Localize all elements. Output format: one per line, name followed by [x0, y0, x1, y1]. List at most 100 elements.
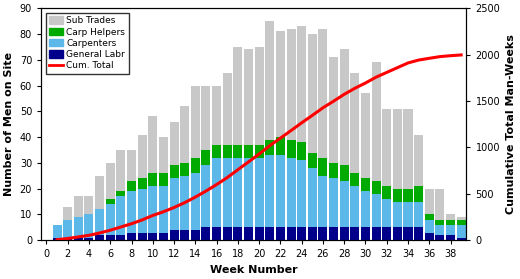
Bar [148, 186, 158, 232]
Bar [223, 73, 232, 145]
Bar [191, 173, 200, 230]
Bar [393, 227, 402, 240]
Bar [180, 230, 189, 240]
Bar [127, 150, 136, 181]
Bar [276, 155, 285, 227]
X-axis label: Week Number: Week Number [210, 265, 297, 275]
Bar [95, 235, 104, 240]
Bar [148, 232, 158, 240]
Bar [287, 29, 295, 140]
Bar [127, 232, 136, 240]
Bar [180, 106, 189, 163]
Bar [329, 57, 338, 163]
Bar [106, 199, 115, 204]
Bar [74, 217, 83, 238]
Bar [276, 137, 285, 155]
Bar [63, 207, 72, 220]
Bar [361, 227, 370, 240]
Bar [340, 49, 349, 165]
Bar [372, 62, 381, 181]
Bar [414, 186, 423, 201]
Bar [350, 73, 359, 173]
Bar [191, 230, 200, 240]
Bar [95, 176, 104, 209]
Bar [255, 47, 264, 145]
Bar [361, 191, 370, 227]
Bar [138, 178, 147, 189]
Bar [404, 189, 412, 201]
Bar [425, 232, 434, 240]
Bar [446, 220, 455, 225]
Bar [116, 191, 125, 196]
Bar [148, 116, 158, 173]
Bar [84, 215, 94, 238]
Bar [287, 227, 295, 240]
Bar [223, 158, 232, 227]
Bar [297, 227, 306, 240]
Bar [201, 165, 211, 227]
Bar [297, 26, 306, 142]
Bar [212, 86, 221, 145]
Bar [457, 238, 466, 240]
Bar [233, 158, 242, 227]
Bar [233, 47, 242, 145]
Bar [244, 49, 253, 145]
Bar [382, 109, 391, 186]
Bar [287, 158, 295, 227]
Bar [329, 178, 338, 227]
Bar [404, 227, 412, 240]
Bar [457, 217, 466, 220]
Bar [457, 220, 466, 225]
Bar [393, 109, 402, 189]
Bar [446, 235, 455, 240]
Bar [350, 173, 359, 186]
Bar [435, 220, 445, 225]
Bar [265, 155, 274, 227]
Bar [159, 232, 168, 240]
Bar [84, 238, 94, 240]
Bar [414, 227, 423, 240]
Bar [265, 227, 274, 240]
Legend: Sub Trades, Carp Helpers, Carpenters, General Labr, Cum. Total: Sub Trades, Carp Helpers, Carpenters, Ge… [46, 13, 129, 74]
Bar [340, 227, 349, 240]
Bar [116, 150, 125, 191]
Bar [255, 145, 264, 158]
Bar [276, 31, 285, 137]
Bar [435, 225, 445, 235]
Bar [297, 142, 306, 160]
Bar [170, 178, 178, 230]
Bar [191, 158, 200, 173]
Bar [95, 209, 104, 235]
Bar [74, 238, 83, 240]
Bar [435, 235, 445, 240]
Bar [106, 235, 115, 240]
Bar [414, 134, 423, 186]
Bar [212, 145, 221, 158]
Bar [382, 227, 391, 240]
Bar [308, 168, 317, 227]
Bar [329, 227, 338, 240]
Bar [393, 189, 402, 201]
Bar [318, 29, 328, 158]
Bar [446, 215, 455, 220]
Bar [382, 199, 391, 227]
Bar [233, 145, 242, 158]
Y-axis label: Cumulative Total Man-Weeks: Cumulative Total Man-Weeks [506, 34, 516, 214]
Bar [106, 204, 115, 235]
Bar [212, 227, 221, 240]
Bar [170, 230, 178, 240]
Bar [138, 232, 147, 240]
Bar [372, 194, 381, 227]
Bar [159, 186, 168, 232]
Bar [372, 181, 381, 194]
Bar [233, 227, 242, 240]
Bar [244, 158, 253, 227]
Bar [340, 181, 349, 227]
Bar [201, 86, 211, 150]
Bar [361, 93, 370, 178]
Bar [74, 196, 83, 217]
Bar [53, 238, 61, 240]
Bar [63, 220, 72, 238]
Bar [393, 201, 402, 227]
Bar [63, 238, 72, 240]
